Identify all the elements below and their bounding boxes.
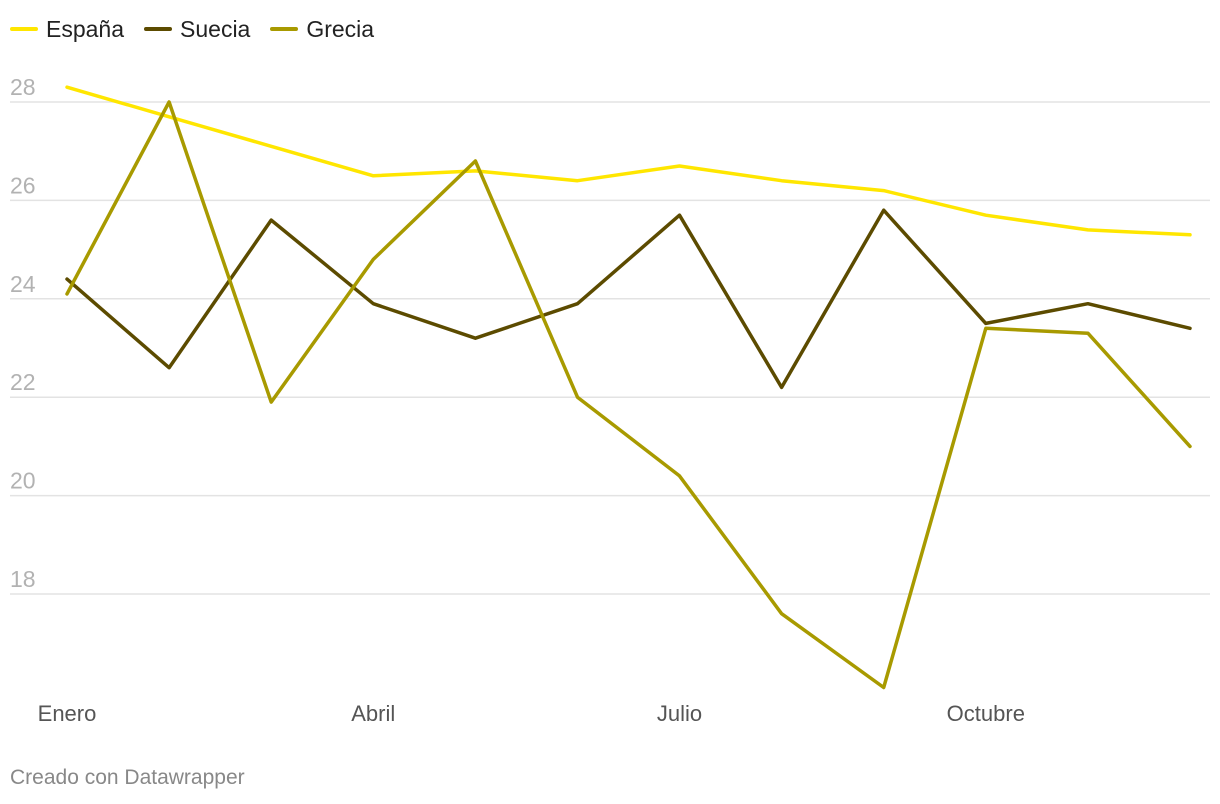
series-line-suecia bbox=[65, 208, 1192, 390]
legend-label-grecia: Grecia bbox=[306, 16, 375, 42]
legend-swatch-grecia bbox=[270, 27, 299, 31]
chart-legend: España Suecia Grecia bbox=[10, 14, 394, 44]
x-tick-label-julio: Julio bbox=[657, 701, 702, 726]
series-line-espana bbox=[65, 85, 1192, 237]
y-tick-label-26: 26 bbox=[10, 172, 36, 198]
x-tick-label-enero: Enero bbox=[38, 701, 97, 726]
legend-item-suecia: Suecia bbox=[144, 14, 250, 44]
series-line-grecia bbox=[65, 100, 1192, 690]
credit-footer: Creado con Datawrapper bbox=[10, 766, 245, 789]
x-tick-label-abril: Abril bbox=[351, 701, 395, 726]
y-tick-label-24: 24 bbox=[10, 271, 36, 297]
y-tick-label-22: 22 bbox=[10, 369, 36, 395]
legend-item-grecia: Grecia bbox=[270, 14, 374, 44]
legend-swatch-suecia bbox=[144, 27, 173, 31]
legend-label-espana: España bbox=[46, 16, 125, 42]
legend-label-suecia: Suecia bbox=[180, 16, 251, 42]
y-tick-label-18: 18 bbox=[10, 566, 36, 592]
y-tick-label-20: 20 bbox=[10, 468, 36, 494]
legend-swatch-espana bbox=[10, 27, 38, 31]
legend-item-espana: España bbox=[10, 14, 124, 44]
x-tick-label-octubre: Octubre bbox=[947, 701, 1025, 726]
y-tick-label-28: 28 bbox=[10, 74, 36, 100]
